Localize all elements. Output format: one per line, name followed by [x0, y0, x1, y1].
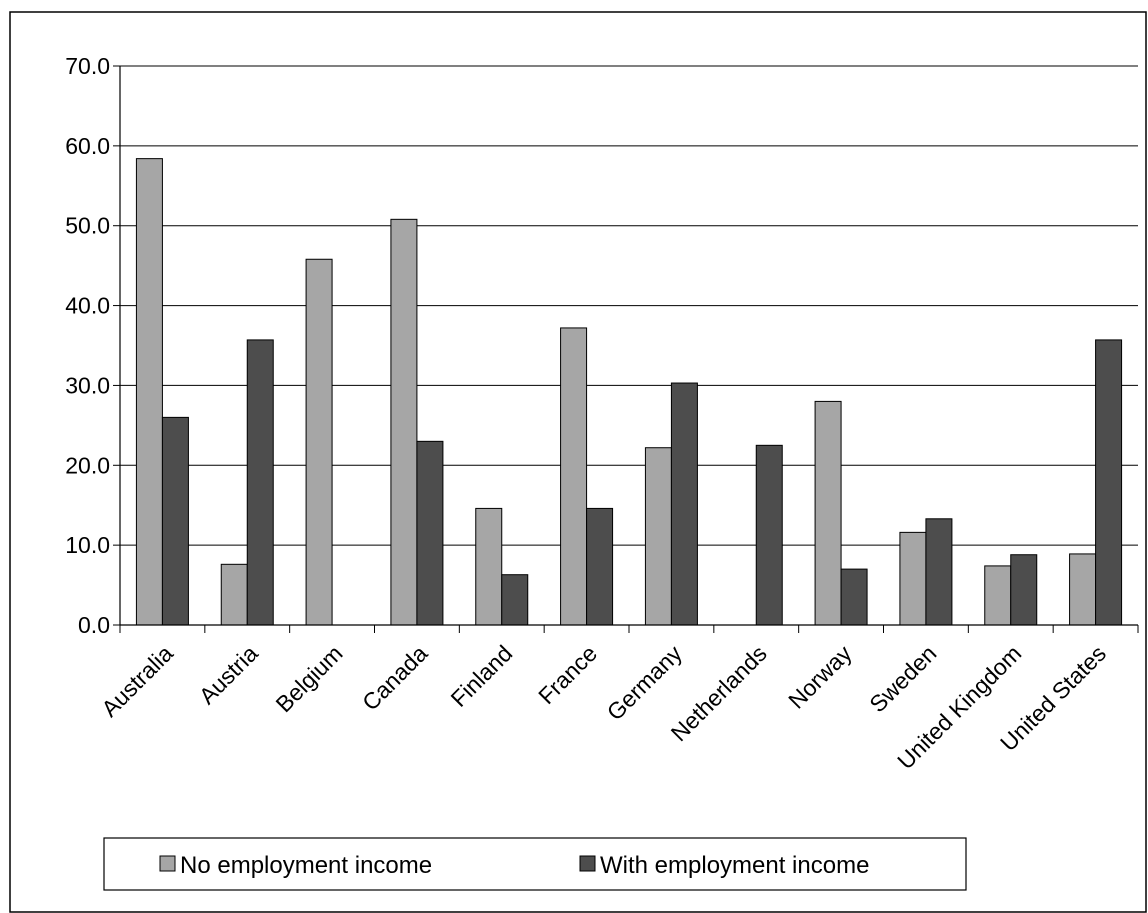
bar-no-employment [475, 507, 503, 626]
bar-no-employment [814, 400, 842, 626]
bar-with-employment [246, 339, 274, 626]
legend-swatch [159, 855, 176, 872]
bar-with-employment [840, 568, 868, 626]
legend: No employment income With employment inco… [103, 837, 967, 891]
bar-with-employment [670, 382, 698, 626]
gridlines [120, 65, 1138, 546]
y-tick-label: 70.0 [65, 53, 110, 79]
bar-with-employment [1095, 339, 1123, 626]
y-tick-label: 20.0 [65, 452, 110, 478]
axes [119, 66, 1139, 633]
bar-with-employment [416, 440, 444, 626]
bar-no-employment [560, 327, 588, 626]
legend-label: No employment income [180, 852, 432, 879]
y-axis-ticks: 0.0 10.0 20.0 30.0 40.0 50.0 60.0 70.0 [65, 53, 120, 638]
bar-with-employment [161, 416, 189, 626]
bar-with-employment [1010, 554, 1038, 626]
bar-with-employment [925, 518, 953, 626]
bar-no-employment [220, 563, 248, 626]
bar-with-employment [501, 574, 529, 626]
bar-no-employment [390, 218, 418, 626]
bar-with-employment [755, 444, 783, 626]
y-tick-label: 10.0 [65, 532, 110, 558]
y-tick-label: 40.0 [65, 293, 110, 319]
bar-no-employment [899, 531, 927, 626]
bar-no-employment [305, 258, 333, 626]
y-tick-label: 0.0 [78, 612, 110, 638]
bar-no-employment [984, 565, 1012, 626]
bar-no-employment [1069, 553, 1097, 626]
y-tick-label: 50.0 [65, 213, 110, 239]
legend-label: With employment income [600, 852, 869, 879]
bar-with-employment [586, 507, 614, 626]
y-tick-label: 30.0 [65, 372, 110, 398]
bar-no-employment [644, 447, 672, 626]
y-tick-label: 60.0 [65, 133, 110, 159]
legend-box [103, 837, 967, 891]
bars [135, 158, 1123, 626]
bar-no-employment [135, 158, 163, 626]
legend-swatch [579, 855, 596, 872]
